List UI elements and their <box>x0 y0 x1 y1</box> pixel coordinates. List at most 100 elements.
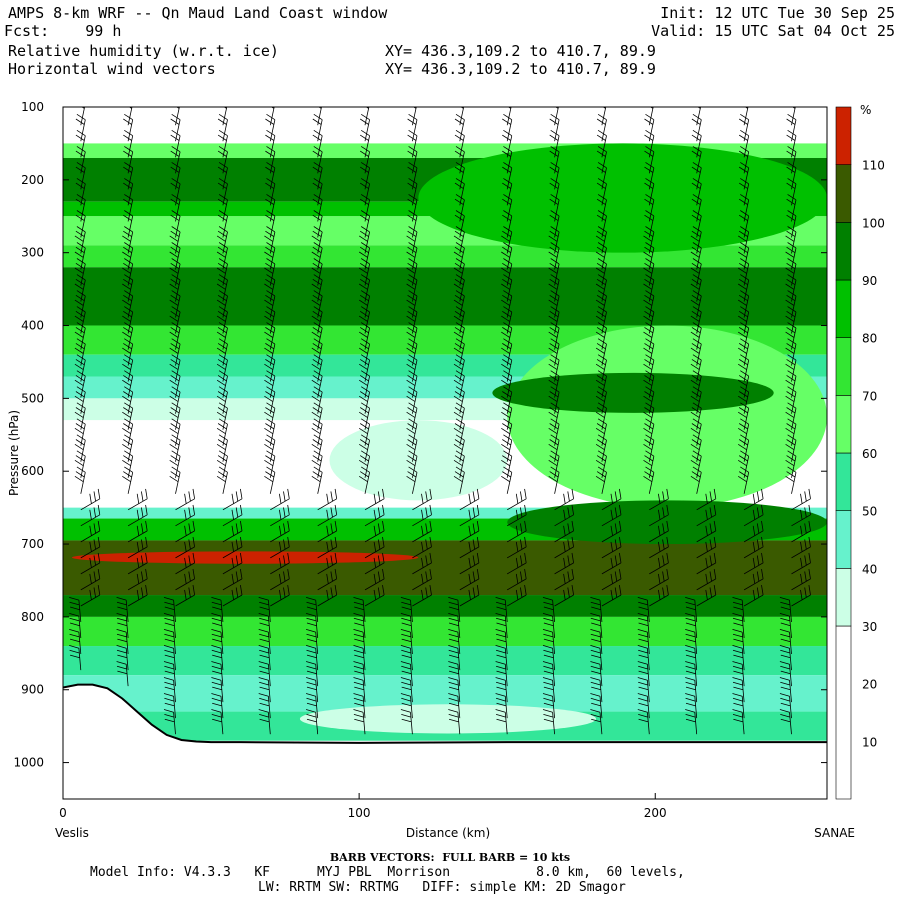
wind-barb-338 <box>448 629 461 655</box>
wind-barb-169 <box>264 418 276 446</box>
y-tick-label-500: 500 <box>21 391 44 405</box>
wind-barb-183 <box>258 645 271 671</box>
axes: 100 200 300 400 500 600 700 800 900 1000 0 100 200 <box>13 100 827 820</box>
wind-barb-468 <box>644 210 655 238</box>
wind-barb-401 <box>548 386 560 414</box>
wind-barb-540 <box>738 113 750 142</box>
wind-barb-74 <box>170 146 181 174</box>
wind-barb-180 <box>258 597 271 623</box>
wind-barb-244 <box>358 370 370 398</box>
wind-barb-473 <box>643 290 655 318</box>
wind-barb-189 <box>312 113 323 142</box>
wind-barb-192 <box>312 162 323 190</box>
wind-barb-197 <box>311 242 323 270</box>
wind-barb-113 <box>217 146 228 174</box>
wind-barb-271 <box>407 178 418 206</box>
wind-barb-6 <box>75 194 86 222</box>
barb-legend: BARB VECTORS: FULL BARB = 10 kts <box>329 851 571 864</box>
wind-barb-483 <box>643 450 655 478</box>
wind-barb-293 <box>412 536 432 559</box>
wind-barb-524 <box>696 488 717 511</box>
wind-barb-313 <box>453 226 465 254</box>
wind-barb-273 <box>407 210 418 238</box>
wind-barb-555 <box>737 354 750 382</box>
wind-barb-146 <box>211 677 224 703</box>
wind-barb-399 <box>548 354 560 382</box>
wind-barb-158 <box>264 242 276 270</box>
wind-barb-46 <box>122 274 134 302</box>
wind-barb-93 <box>169 450 181 478</box>
wind-barb-213 <box>317 504 338 527</box>
wind-barb-319 <box>453 322 465 350</box>
wind-barb-600 <box>785 450 797 478</box>
wind-barb-459 <box>590 693 603 719</box>
wind-barb-50 <box>122 338 134 366</box>
wind-barb-125 <box>216 338 228 366</box>
wind-barb-462 <box>644 113 655 142</box>
wind-barb-294 <box>412 552 432 575</box>
wind-barb-465 <box>644 162 655 190</box>
wind-barb-121 <box>216 274 228 302</box>
wind-barb-439 <box>595 370 607 398</box>
wind-barb-224 <box>305 677 319 703</box>
wind-barb-446 <box>601 488 622 511</box>
wind-barb-148 <box>211 709 224 735</box>
wind-barb-365 <box>501 434 513 462</box>
wind-barb-42 <box>123 210 134 238</box>
wind-barb-444 <box>595 450 607 478</box>
wind-barb-103 <box>163 613 176 639</box>
wind-barb-466 <box>644 178 655 206</box>
wind-barb-548 <box>737 242 750 270</box>
wind-barb-564 <box>743 504 764 527</box>
wind-barb-249 <box>358 450 370 478</box>
colorbar-swatch-3 <box>835 452 852 511</box>
wind-barb-58 <box>122 466 134 494</box>
wind-barb-413 <box>554 585 574 607</box>
wind-barb-456 <box>590 645 603 671</box>
wind-barb-612 <box>779 645 792 671</box>
wind-barb-469 <box>643 226 655 254</box>
wind-barb-543 <box>738 162 750 190</box>
wind-barb-393 <box>548 258 560 286</box>
wind-barb-525 <box>696 504 717 527</box>
wind-barb-86 <box>169 338 181 366</box>
wind-barb-385 <box>549 129 560 158</box>
wind-barb-472 <box>643 274 655 302</box>
plot-frame <box>62 106 828 800</box>
wind-barb-107 <box>163 677 176 703</box>
rh-band-5 <box>63 245 827 268</box>
wind-barb-239 <box>358 290 370 318</box>
wind-barb-590 <box>785 290 797 318</box>
wind-barb-205 <box>311 370 323 398</box>
wind-barb-49 <box>122 322 134 350</box>
wind-barb-370 <box>506 520 527 543</box>
wind-barb-171 <box>264 450 276 478</box>
wind-barb-243 <box>358 354 370 382</box>
wind-barb-332 <box>459 536 480 559</box>
wind-barb-402 <box>548 402 560 430</box>
wind-barb-412 <box>554 569 574 591</box>
terrain-line <box>63 683 827 744</box>
wind-barb-575 <box>732 677 745 703</box>
wind-barb-66 <box>116 597 129 623</box>
rh-band-15 <box>63 595 827 617</box>
wind-barb-491 <box>649 585 669 607</box>
wind-barb-309 <box>454 162 465 190</box>
wind-barb-421 <box>542 709 555 735</box>
wind-barb-595 <box>785 370 797 398</box>
wind-barb-477 <box>643 354 655 382</box>
wind-barb-522 <box>690 450 702 478</box>
wind-barb-588 <box>785 258 797 286</box>
wind-barb-157 <box>264 226 276 254</box>
wind-barb-368 <box>506 488 527 511</box>
wind-barb-514 <box>690 322 702 350</box>
wind-barb-535 <box>685 661 698 687</box>
wind-barb-563 <box>743 488 764 511</box>
wind-barb-129 <box>216 402 228 430</box>
wind-barb-124 <box>216 322 228 350</box>
wind-barb-492 <box>637 597 650 623</box>
wind-barb-362 <box>501 386 513 414</box>
wind-barb-176 <box>270 536 290 559</box>
x-tick-label-0: 0 <box>59 806 67 820</box>
